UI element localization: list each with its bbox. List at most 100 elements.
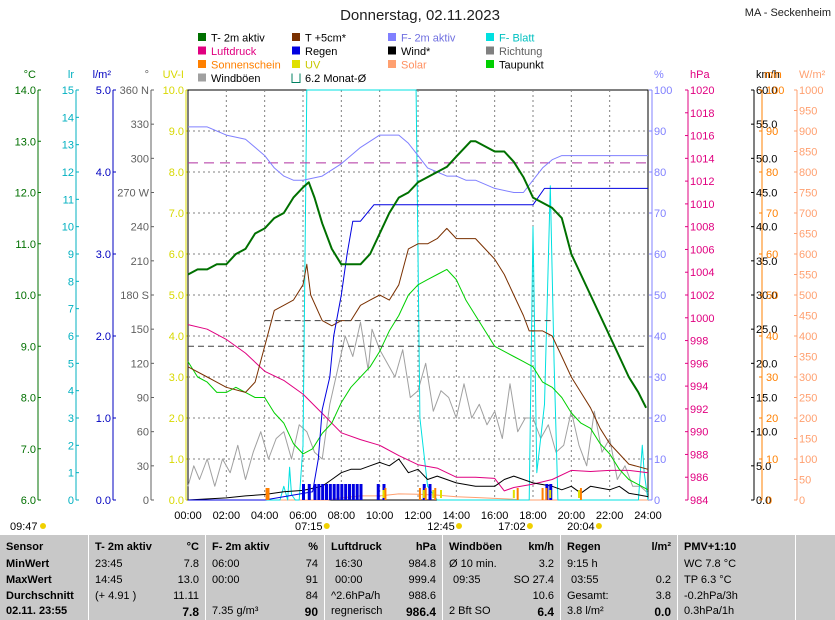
axis-tick-label: 50 [799,475,811,487]
rain-bar [351,484,355,500]
axis-tick-label: 20.0 [756,358,777,370]
stats-f2m-time: 00:00 [212,574,240,586]
legend-label: F- Blatt [499,33,534,45]
stats-t2m-time: 14:45 [95,574,123,586]
axis-tick-label: 3 [68,413,74,425]
legend-label: 6.2 Monat-Ø [305,73,367,85]
axis-tick-label: 12.0 [15,188,36,200]
axis-tick-label: 45.0 [756,188,777,200]
axis-tick-label: 1006 [690,244,714,256]
axis-tick-label: 13.0 [15,136,36,148]
legend-swatch [198,33,206,41]
axis-tick-label: 2.0 [96,331,111,343]
stats-t2m-column: T- 2m aktiv °C 23:45 7.8 14:45 13.0 (+ 4… [89,535,205,620]
uv-mark [432,490,435,498]
stats-sensor-header: Sensor [6,541,44,553]
sunshine-bar [265,488,268,500]
axis-tick-label: 5 [68,358,74,370]
axis-tick-label: 9.0 [169,126,184,138]
uv-mark [578,490,580,498]
sunshine-bar [579,488,582,500]
axis-tick-label: 10.0 [756,427,777,439]
legend-swatch [486,46,494,55]
time-tick-label: 14:00 [443,510,471,522]
stats-gust-value: 10.6 [532,590,554,602]
axes: 14.013.012.011.010.09.08.07.06.0°C151413… [15,69,826,507]
legend-label: Richtung [499,46,542,58]
series-t-2m-aktiv [187,140,647,409]
axis-tick-label: 350 [799,352,817,364]
uv-mark [512,490,515,498]
axis-unit-label: °C [24,69,36,81]
stats-t2m-unit: °C [186,541,199,553]
axis-tick-label: 10.0 [15,290,36,302]
axis-tick-label: 0 [654,495,660,507]
rain-bar [321,484,325,500]
axis-tick-label: 0 [766,495,772,507]
stats-gust-label: Ø 10 min. [449,558,497,570]
series-windb-en [187,321,649,494]
rain-bar [328,484,332,500]
axis-tick-label: 500 [799,290,817,302]
axis-tick-label: 1012 [690,176,714,188]
stats-rain-total: 3.8 [655,590,671,602]
axis-tick-label: 1002 [690,290,714,302]
weather-chart: Donnerstag, 02.11.2023 MA - Seckenheim T… [10,7,831,533]
stats-pressure-current: 986.4 [405,605,436,619]
axis-tick-label: 120 [131,358,149,370]
stats-t2m-time: 23:45 [95,558,123,570]
time-tick-label: 00:00 [174,510,202,522]
stats-t2m-time: (+ 4.91 ) [95,590,137,602]
axis-tick-label: 60 [766,249,778,261]
axis-tick-label: 35.0 [756,256,777,268]
axis-tick-label: 994 [690,381,708,393]
axis-tick-label: 360 N [120,85,149,97]
legend-label: F- 2m aktiv [401,33,456,45]
sunshine-bar [424,488,427,500]
axis-tick-label: 25.0 [756,324,777,336]
axis-tick-label: 60 [654,249,666,261]
axis-tick-label: 100 [766,85,784,97]
series-group [187,89,649,501]
axis-tick-label: 6.0 [169,249,184,261]
rain-bar [336,484,340,500]
axis-tick-label: 330 [131,119,149,131]
axis-unit-label: % [654,69,664,81]
axis-tick-label: 0 [143,495,149,507]
axis-tick-label: 40.0 [756,222,777,234]
time-tick-label: 08:00 [328,510,356,522]
stats-pressure-value: 999.4 [408,574,436,586]
stats-rain-column: Regen l/m² 9:15 h 03:55 0.2 Gesamt: 3.8 … [561,535,677,620]
stats-rain-total-label: Gesamt: [567,590,609,602]
axis-tick-label: 0 [799,495,805,507]
legend-label: T- 2m aktiv [211,33,265,45]
axis-tick-label: 1.0 [96,413,111,425]
stats-f2m-time: 06:00 [212,558,240,570]
stats-rain-sum: 3.8 l/m² [567,605,604,617]
legend-swatch [198,46,206,55]
axis-tick-label: 300 [131,153,149,165]
chart-title: Donnerstag, 02.11.2023 [340,7,500,24]
stats-f2m-column: F- 2m aktiv % 06:00 74 00:00 91 84 7.35 … [206,535,324,620]
axis-tick-label: 40 [766,331,778,343]
axis-tick-label: 550 [799,270,817,282]
stats-gust-unit: km/h [528,541,554,553]
axis-tick-label: 984 [690,495,708,507]
axis-tick-label: 1004 [690,267,714,279]
axis-tick-label: 8.0 [21,393,36,405]
axis-tick-label: 1 [68,468,74,480]
rain-bar [359,484,363,500]
axis-tick-label: 1000 [799,85,823,97]
axis-tick-label: 50 [654,290,666,302]
time-tick-label: 18:00 [519,510,547,522]
legend-label: Regen [305,46,337,58]
stats-pmv-header: PMV+1:10 [684,541,737,553]
stats-t2m-value: 11.11 [173,590,199,602]
stats-f2m-value: 91 [305,574,318,586]
axis-tick-label: 3.0 [96,249,111,261]
time-tick-label: 20:00 [558,510,586,522]
stats-pmv-trend-1h: 0.3hPa/1h [684,605,735,617]
stats-rain-header: Regen [567,541,601,553]
axis-tick-label: 9 [68,249,74,261]
axis-tick-label: 210 [131,256,149,268]
